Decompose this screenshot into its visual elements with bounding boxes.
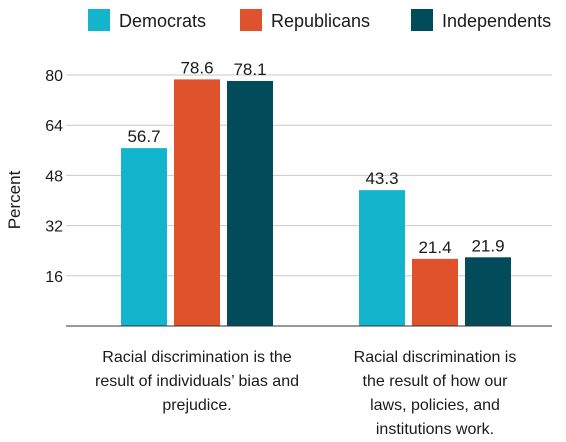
data-label: 56.7 bbox=[127, 127, 160, 146]
category-label-line: prejudice. bbox=[162, 397, 231, 414]
bar-republicans-1 bbox=[174, 79, 220, 326]
y-tick-label: 48 bbox=[45, 168, 63, 185]
data-label: 43.3 bbox=[365, 169, 398, 188]
y-tick-label: 64 bbox=[45, 118, 63, 135]
legend-label-independents: Independents bbox=[442, 11, 551, 31]
category-label-line: laws, policies, and bbox=[370, 397, 500, 414]
category-label-line: result of individuals’ bias and bbox=[95, 373, 299, 390]
y-tick-label: 32 bbox=[45, 219, 63, 236]
legend-swatch-independents bbox=[411, 9, 433, 31]
category-label-line: Racial discrimination is bbox=[354, 349, 517, 366]
data-label: 78.1 bbox=[233, 60, 266, 79]
category-label-line: the result of how our bbox=[363, 373, 509, 390]
x-axis-category-labels: Racial discrimination is the result of in… bbox=[95, 349, 517, 438]
legend-label-democrats: Democrats bbox=[119, 11, 206, 31]
data-label: 21.4 bbox=[418, 238, 451, 257]
data-label: 21.9 bbox=[471, 236, 504, 255]
category-label-line: Racial discrimination is the bbox=[102, 349, 292, 366]
data-labels: 56.7 78.6 78.1 43.3 21.4 21.9 bbox=[127, 58, 504, 256]
bar-independents-2 bbox=[465, 257, 511, 326]
data-label: 78.6 bbox=[180, 58, 213, 77]
bar-republicans-2 bbox=[412, 258, 458, 326]
legend-label-republicans: Republicans bbox=[271, 11, 370, 31]
category-label-line: institutions work. bbox=[376, 421, 494, 437]
bars bbox=[121, 79, 511, 327]
y-tick-label: 80 bbox=[45, 68, 63, 85]
bar-democrats-1 bbox=[121, 148, 167, 326]
y-axis-label: Percent bbox=[5, 170, 24, 229]
y-tick-label: 16 bbox=[45, 269, 63, 286]
legend-swatch-republicans bbox=[240, 9, 262, 31]
bar-independents-1 bbox=[227, 80, 273, 327]
y-axis-ticks: 16 32 48 64 80 bbox=[45, 68, 63, 286]
legend: Democrats Republicans Independents bbox=[88, 9, 551, 31]
bar-democrats-2 bbox=[359, 190, 405, 326]
legend-swatch-democrats bbox=[88, 9, 110, 31]
